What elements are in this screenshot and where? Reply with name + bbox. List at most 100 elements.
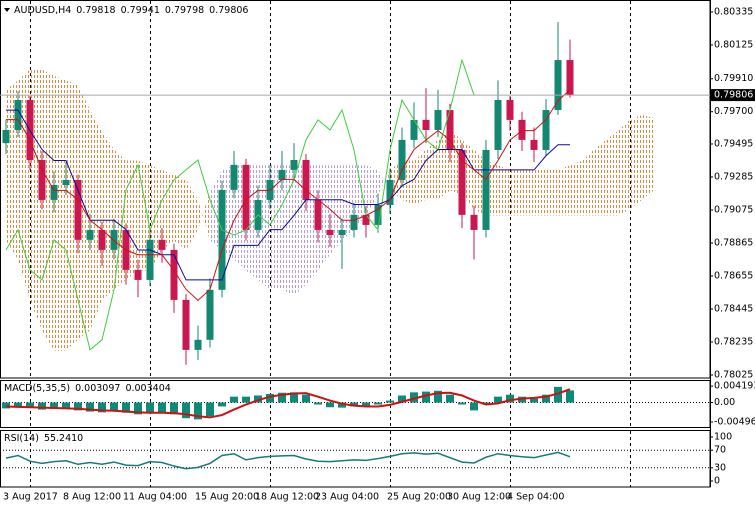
candle-body: [518, 119, 526, 140]
cloud-segment: [426, 140, 438, 200]
candle-body: [2, 129, 10, 144]
signal-line: [5, 388, 571, 419]
price-axis-label: 0.78025: [714, 370, 753, 381]
candle-body: [62, 179, 70, 185]
cloud-segment: [162, 169, 174, 251]
cloud-segment: [582, 149, 594, 216]
cloud-segment: [330, 165, 342, 255]
macd-axis-label: 0.00: [714, 397, 735, 408]
candle-body: [278, 169, 286, 180]
macd-bar: [2, 402, 10, 409]
candle-body: [326, 229, 334, 235]
kijun-line: [6, 109, 570, 281]
price-axis-label: 0.80335: [714, 6, 753, 17]
candle-body: [566, 60, 574, 96]
ohlc-value: 0.79806: [209, 5, 248, 16]
price-axis-label: 0.79700: [714, 106, 753, 117]
candle-body: [74, 179, 82, 240]
candle-body: [362, 214, 370, 225]
rsi-axis-label: 100: [714, 431, 732, 442]
cloud-segment: [546, 169, 558, 216]
signal-value: 0.003404: [125, 383, 170, 394]
macd-bar: [434, 390, 442, 403]
cloud-segment: [186, 179, 198, 251]
cloud-segment: [414, 149, 426, 205]
macd-bar: [386, 400, 394, 403]
macd-bar: [542, 394, 550, 403]
candle-body: [206, 289, 214, 340]
chikou-line: [5, 58, 475, 351]
macd-bar: [134, 402, 142, 415]
macd-bar: [122, 402, 130, 413]
candle-body: [194, 339, 202, 350]
macd-bar: [470, 402, 478, 411]
macd-bar: [530, 398, 538, 403]
macd-bar: [50, 402, 58, 409]
candle-body: [302, 160, 310, 200]
candle-body: [446, 110, 454, 150]
macd-bar: [14, 402, 22, 407]
x-tick-label: 4 Sep 04:00: [507, 492, 564, 503]
macd-bar: [314, 402, 322, 405]
price-axis-label: 0.79495: [714, 138, 753, 149]
macd-bar: [158, 402, 166, 413]
macd-bar: [290, 392, 298, 403]
macd-bar: [194, 402, 202, 420]
macd-bar: [26, 402, 34, 408]
cloud-segment: [630, 114, 642, 210]
rsi-value: 55.2410: [44, 433, 83, 444]
macd-value: 0.003097: [75, 383, 120, 394]
cloud-segment: [54, 75, 66, 351]
macd-bar: [170, 402, 178, 415]
macd-bar: [218, 402, 226, 407]
x-tick-label: 18 Aug 12:00: [255, 492, 319, 503]
candle-body: [110, 229, 118, 250]
rsi-axis-label: 30: [714, 462, 726, 473]
price-axis-label: 0.78655: [714, 270, 753, 281]
tenkan-line: [6, 89, 571, 302]
ohlc-value: 0.79941: [121, 5, 160, 16]
cloud-segment: [174, 174, 186, 251]
cloud-segment: [66, 80, 78, 351]
price-axis-label: 0.80125: [714, 39, 753, 50]
macd-bar: [278, 392, 286, 403]
macd-bar: [410, 392, 418, 403]
macd-bar: [230, 396, 238, 403]
macd-bar: [182, 402, 190, 419]
symbol: AUDUSD,H4: [14, 5, 71, 16]
cloud-segment: [378, 169, 390, 196]
macd-bar: [350, 402, 358, 407]
macd-bar: [554, 386, 562, 403]
x-tick-label: 11 Aug 04:00: [123, 492, 187, 503]
price-axis-label: 0.79075: [714, 204, 753, 215]
macd-bar: [74, 402, 82, 411]
cloud-segment: [198, 190, 210, 241]
candle-body: [170, 249, 178, 300]
candle-body: [374, 204, 382, 225]
rsi-title: RSI(14) 55.2410: [4, 433, 83, 444]
macd-bar: [458, 402, 466, 405]
macd-axis-label: -0.004969: [714, 417, 755, 428]
candle-body: [554, 60, 562, 111]
rsi-line: [5, 451, 571, 470]
x-tick-label: 3 Aug 2017: [3, 492, 58, 503]
x-tick-label: 15 Aug 20:00: [195, 492, 259, 503]
macd-bar: [38, 402, 46, 410]
candle-body: [38, 160, 46, 200]
macd-bar: [206, 402, 214, 417]
candle-body: [350, 214, 358, 230]
macd-bar: [326, 402, 334, 408]
cloud-segment: [558, 165, 570, 216]
candle-body: [542, 110, 550, 150]
price-axis-label: 0.78445: [714, 304, 753, 315]
price-axis-label: 0.78235: [714, 337, 753, 348]
indicator-name: RSI(14): [4, 433, 39, 444]
macd-bar: [266, 393, 274, 403]
candle-body: [50, 184, 58, 200]
cloud-segment: [42, 69, 54, 351]
candle-body: [386, 179, 394, 205]
candle-body: [398, 139, 406, 180]
cloud-segment: [510, 169, 522, 216]
macd-bar: [62, 402, 70, 409]
